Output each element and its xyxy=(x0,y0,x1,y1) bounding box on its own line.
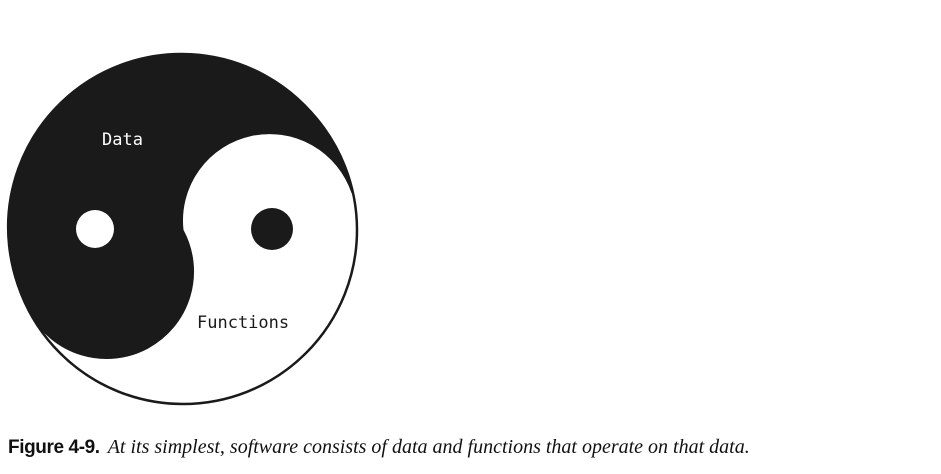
yin-yang-dark-dot xyxy=(251,208,293,250)
yin-yang-light-dot xyxy=(76,210,114,248)
figure-number: Figure 4-9. xyxy=(8,437,100,458)
yin-yang-dark-half xyxy=(6,52,353,360)
figure-caption: Figure 4-9. At its simplest, software con… xyxy=(8,436,750,459)
functions-label: Functions xyxy=(197,313,289,333)
data-label: Data xyxy=(102,130,143,150)
caption-text: At its simplest, software consists of da… xyxy=(107,436,750,458)
